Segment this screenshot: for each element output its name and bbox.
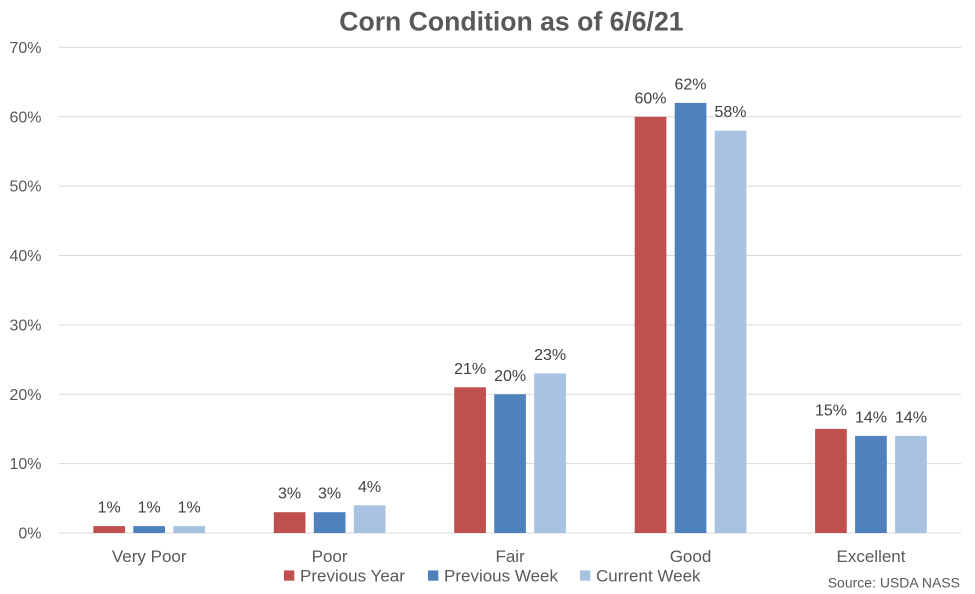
svg-text:1%: 1% — [98, 500, 121, 517]
svg-text:3%: 3% — [318, 486, 341, 503]
svg-text:Good: Good — [670, 547, 712, 566]
svg-text:60%: 60% — [634, 90, 666, 107]
svg-text:14%: 14% — [855, 409, 887, 426]
svg-text:Current Week: Current Week — [596, 567, 701, 586]
svg-text:70%: 70% — [9, 40, 41, 57]
svg-text:14%: 14% — [895, 409, 927, 426]
svg-text:Previous Week: Previous Week — [444, 567, 559, 586]
svg-text:21%: 21% — [454, 361, 486, 378]
svg-text:58%: 58% — [714, 104, 746, 121]
svg-text:50%: 50% — [9, 179, 41, 196]
svg-text:Fair: Fair — [495, 547, 525, 566]
svg-text:62%: 62% — [674, 76, 706, 93]
svg-text:Source: USDA NASS: Source: USDA NASS — [828, 575, 960, 591]
svg-text:20%: 20% — [494, 368, 526, 385]
svg-text:3%: 3% — [278, 486, 301, 503]
svg-text:40%: 40% — [9, 248, 41, 265]
svg-text:10%: 10% — [9, 456, 41, 473]
svg-text:30%: 30% — [9, 318, 41, 335]
svg-text:23%: 23% — [534, 347, 566, 364]
svg-text:Previous Year: Previous Year — [300, 567, 405, 586]
svg-text:Corn Condition as of 6/6/21: Corn Condition as of 6/6/21 — [339, 7, 683, 37]
svg-text:1%: 1% — [138, 500, 161, 517]
svg-text:60%: 60% — [9, 109, 41, 126]
svg-text:Excellent: Excellent — [837, 547, 906, 566]
svg-text:20%: 20% — [9, 387, 41, 404]
svg-text:15%: 15% — [815, 402, 847, 419]
svg-text:1%: 1% — [178, 500, 201, 517]
svg-text:0%: 0% — [18, 526, 41, 543]
svg-text:Poor: Poor — [312, 547, 348, 566]
svg-text:Very Poor: Very Poor — [112, 547, 187, 566]
svg-text:4%: 4% — [358, 479, 381, 496]
